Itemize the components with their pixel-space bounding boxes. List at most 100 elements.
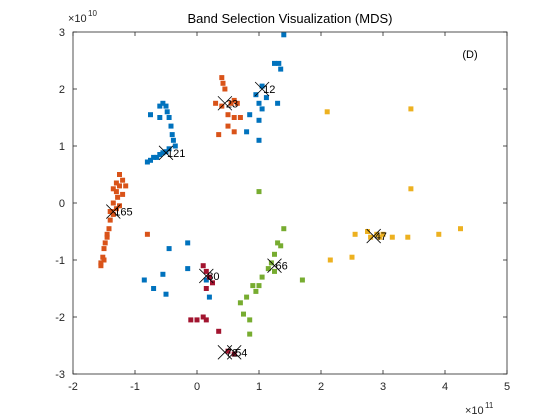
data-point bbox=[157, 152, 163, 157]
data-point bbox=[117, 172, 122, 177]
data-point bbox=[203, 286, 209, 291]
y-tick-label: 3 bbox=[59, 27, 65, 39]
data-point bbox=[206, 294, 212, 300]
data-point bbox=[120, 177, 126, 183]
data-point bbox=[234, 100, 240, 106]
selected-band: 23 bbox=[217, 95, 238, 111]
data-point bbox=[327, 257, 333, 263]
series-1 bbox=[98, 75, 243, 269]
data-point bbox=[253, 288, 259, 294]
data-point bbox=[272, 251, 277, 257]
band-label: 47 bbox=[375, 231, 387, 243]
selected-band: 66 bbox=[267, 258, 288, 273]
chart-title: Band Selection Visualization (MDS) bbox=[188, 11, 393, 26]
y-exponent-base: ×10 bbox=[68, 13, 87, 25]
data-point bbox=[157, 103, 163, 109]
data-point bbox=[106, 226, 112, 232]
data-point bbox=[377, 234, 383, 240]
data-point bbox=[185, 240, 191, 246]
data-point bbox=[244, 294, 250, 300]
data-point bbox=[168, 123, 174, 129]
data-point bbox=[220, 80, 226, 86]
data-point bbox=[141, 277, 147, 283]
y-tick-label: 2 bbox=[59, 84, 65, 96]
selected-band: 72 bbox=[217, 345, 238, 360]
data-point bbox=[237, 300, 243, 306]
data-point bbox=[389, 234, 395, 240]
data-point bbox=[281, 32, 287, 38]
data-point bbox=[160, 150, 166, 156]
data-point bbox=[148, 112, 153, 118]
data-point bbox=[265, 266, 271, 272]
data-point bbox=[110, 186, 116, 192]
data-point bbox=[110, 211, 116, 217]
data-point bbox=[349, 254, 355, 260]
data-point bbox=[160, 271, 166, 277]
data-point bbox=[272, 60, 277, 66]
data-point bbox=[213, 100, 219, 106]
data-point bbox=[244, 129, 250, 135]
data-point bbox=[458, 226, 463, 232]
band-label: 165 bbox=[114, 207, 132, 219]
data-points bbox=[98, 32, 463, 357]
selected-band: 12 bbox=[254, 81, 275, 97]
data-point bbox=[408, 106, 414, 112]
data-point bbox=[275, 240, 281, 246]
selected-band: 165 bbox=[106, 204, 133, 219]
data-point bbox=[206, 274, 212, 280]
band-label: 66 bbox=[276, 261, 288, 273]
data-point bbox=[166, 115, 172, 120]
data-point bbox=[259, 83, 265, 89]
data-point bbox=[166, 146, 172, 152]
data-point bbox=[216, 132, 222, 138]
data-point bbox=[256, 137, 262, 143]
data-point bbox=[113, 189, 119, 195]
x-tick-label: 5 bbox=[504, 381, 510, 393]
data-point bbox=[100, 254, 106, 260]
cross-marker bbox=[217, 95, 233, 111]
data-point bbox=[101, 257, 107, 263]
data-point bbox=[188, 317, 194, 323]
data-point bbox=[237, 115, 243, 120]
data-point bbox=[219, 75, 225, 81]
data-point bbox=[163, 291, 169, 297]
data-point bbox=[203, 277, 209, 283]
x-exponent-label: ×10 11 bbox=[465, 401, 494, 417]
data-point bbox=[436, 231, 442, 237]
data-point bbox=[352, 231, 358, 237]
data-point bbox=[231, 351, 237, 357]
data-point bbox=[98, 263, 104, 269]
data-point bbox=[256, 189, 262, 195]
data-point bbox=[154, 154, 160, 160]
data-point bbox=[247, 317, 253, 323]
data-point bbox=[250, 283, 256, 289]
cross-marker bbox=[226, 345, 242, 360]
data-point bbox=[144, 159, 150, 165]
y-tick-label: -2 bbox=[55, 312, 65, 324]
data-point bbox=[144, 231, 150, 237]
data-point bbox=[101, 246, 107, 252]
band-label: 72 bbox=[226, 347, 238, 359]
data-point bbox=[163, 103, 169, 109]
band-label: 54 bbox=[235, 347, 247, 359]
plot-area bbox=[73, 32, 507, 374]
selected-band: 54 bbox=[226, 345, 247, 360]
data-point bbox=[113, 180, 119, 186]
data-point bbox=[231, 97, 237, 103]
data-point bbox=[256, 117, 262, 123]
y-tick-label: 1 bbox=[59, 141, 65, 153]
data-point bbox=[163, 149, 169, 155]
data-point bbox=[324, 109, 330, 115]
data-point bbox=[164, 109, 170, 115]
data-point bbox=[368, 234, 374, 240]
data-point bbox=[278, 243, 284, 249]
band-label: 23 bbox=[226, 98, 238, 110]
data-point bbox=[374, 231, 380, 237]
data-point bbox=[172, 143, 178, 149]
data-point bbox=[107, 209, 113, 214]
band-label: 12 bbox=[263, 84, 275, 96]
cross-marker bbox=[267, 258, 282, 273]
band-label: 121 bbox=[167, 148, 185, 160]
